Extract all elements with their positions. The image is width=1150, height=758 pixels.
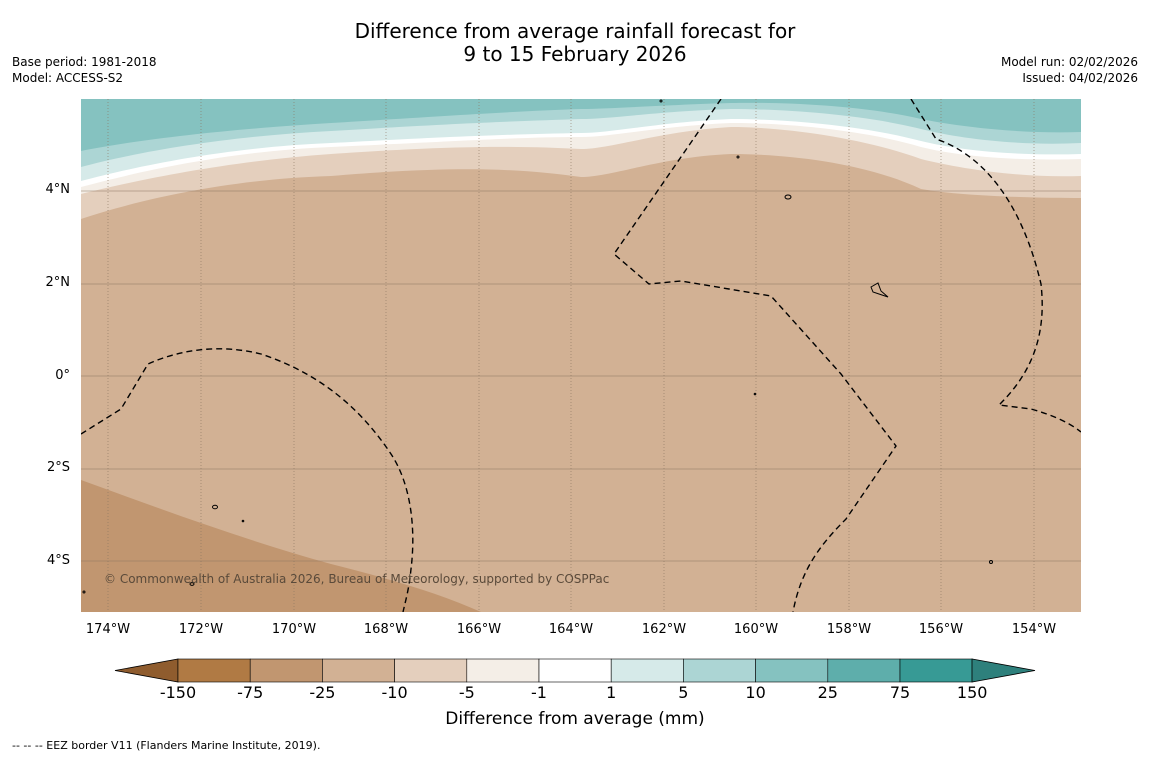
meta-left: Base period: 1981-2018 Model: ACCESS-S2 xyxy=(12,54,157,86)
eez-borders xyxy=(80,98,1082,613)
colorbar-tick-3: -10 xyxy=(381,683,408,702)
model-run: Model run: 02/02/2026 xyxy=(1000,55,1138,69)
colorbar-tick-11: 150 xyxy=(956,683,988,702)
lon-label-162w: 162°W xyxy=(641,622,687,637)
base-period: Base period: 1981-2018 xyxy=(12,55,157,69)
lon-label-158w: 158°W xyxy=(826,622,872,637)
rainfall-map xyxy=(80,98,1082,613)
island-8 xyxy=(753,392,757,396)
colorbar-tick-7: 5 xyxy=(678,683,689,702)
lon-label-166w: 166°W xyxy=(456,622,502,637)
lon-label-156w: 156°W xyxy=(918,622,964,637)
lat-label-2s: 2°S xyxy=(46,460,70,475)
lat-label-4n: 4°N xyxy=(45,182,71,197)
issued-date: Issued: 04/02/2026 xyxy=(1022,71,1138,85)
lon-label-154w: 154°W xyxy=(1011,622,1057,637)
colorbar-cell-6 xyxy=(610,658,684,683)
colorbar-tick-8: 10 xyxy=(745,683,766,702)
model-name: Model: ACCESS-S2 xyxy=(12,71,124,85)
colorbar-tick-1: -75 xyxy=(237,683,264,702)
island-1 xyxy=(784,194,792,200)
colorbar-tick-2: -25 xyxy=(309,683,336,702)
lon-label-174w: 174°W xyxy=(85,622,131,637)
lat-label-0: 0° xyxy=(55,368,70,383)
eez-footnote: -- -- -- EEZ border V11 (Flanders Marine… xyxy=(12,739,321,752)
colorbar-cell-5 xyxy=(538,658,612,683)
colorbar-cell-7 xyxy=(683,658,756,683)
lat-label-2n: 2°N xyxy=(45,275,71,290)
copyright-notice: © Commonwealth of Australia 2026, Bureau… xyxy=(104,572,610,586)
island-5 xyxy=(989,560,993,564)
colorbar-under-arrow xyxy=(114,658,179,683)
colorbar-tick-10: 75 xyxy=(889,683,911,702)
island-2 xyxy=(870,282,889,298)
meta-right: Model run: 02/02/2026 Issued: 04/02/2026 xyxy=(1001,54,1138,86)
island-6 xyxy=(659,99,663,103)
lon-label-160w: 160°W xyxy=(733,622,779,637)
eez-border-west xyxy=(80,348,414,613)
colorbar-cell-8 xyxy=(755,658,829,683)
lon-label-168w: 168°W xyxy=(363,622,409,637)
island-10 xyxy=(82,590,86,594)
colorbar-cell-9 xyxy=(827,658,901,683)
island-9 xyxy=(241,519,245,523)
colorbar-cell-10 xyxy=(899,658,973,683)
eez-border-central xyxy=(613,98,897,613)
island-4 xyxy=(189,582,195,586)
graticule xyxy=(81,99,1081,612)
eez-border-east xyxy=(910,98,1082,433)
colorbar-tick-6: 1 xyxy=(606,683,617,702)
band-dark-tan xyxy=(81,480,481,612)
band-teal-high xyxy=(81,99,1081,151)
colorbar-tick-4: -5 xyxy=(458,683,475,702)
islands xyxy=(82,99,993,594)
map-canvas xyxy=(80,98,1082,613)
chart-title-line1: Difference from average rainfall forecas… xyxy=(354,19,796,43)
colorbar xyxy=(114,658,1036,683)
colorbar-over-arrow xyxy=(971,658,1036,683)
colorbar-cell-1 xyxy=(249,658,323,683)
colorbar-cell-2 xyxy=(322,658,395,683)
colorbar-cell-3 xyxy=(394,658,468,683)
lon-label-172w: 172°W xyxy=(178,622,224,637)
chart-title-line2: 9 to 15 February 2026 xyxy=(463,42,687,66)
island-3 xyxy=(212,504,218,510)
colorbar-cell-4 xyxy=(466,658,540,683)
colorbar-cell-0 xyxy=(177,658,251,683)
colorbar-cells xyxy=(177,658,973,683)
colorbar-title: Difference from average (mm) xyxy=(445,709,705,729)
lat-label-4s: 4°S xyxy=(46,553,70,568)
island-7 xyxy=(736,155,740,159)
lon-label-164w: 164°W xyxy=(548,622,594,637)
colorbar-tick-5: -1 xyxy=(531,683,547,702)
colorbar-tick-0: -150 xyxy=(159,683,197,702)
lon-label-170w: 170°W xyxy=(271,622,317,637)
colorbar-tick-9: 25 xyxy=(817,683,838,702)
